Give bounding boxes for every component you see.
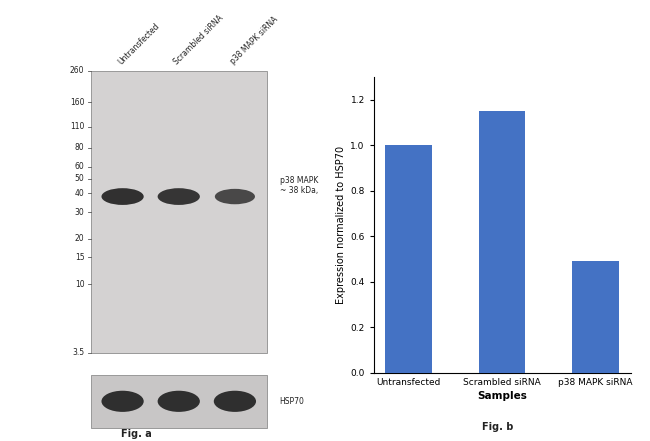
Text: 10: 10 [75,280,84,288]
Text: 20: 20 [75,234,84,243]
Text: 50: 50 [75,174,84,183]
Bar [91,375,266,428]
Ellipse shape [101,188,144,205]
Bar [479,111,525,373]
Bar [385,146,432,373]
Bar [91,71,266,353]
Text: 110: 110 [70,123,84,131]
Bar [572,261,619,373]
Text: 40: 40 [75,189,84,198]
Text: p38 MAPK siRNA: p38 MAPK siRNA [229,15,280,66]
Ellipse shape [214,391,256,412]
Text: HSP70: HSP70 [280,397,304,406]
Text: Scrambled siRNA: Scrambled siRNA [172,13,226,66]
Text: 260: 260 [70,66,84,75]
Text: Untransfected: Untransfected [116,21,161,66]
Text: 3.5: 3.5 [72,348,84,357]
Y-axis label: Expression normalized to HSP70: Expression normalized to HSP70 [336,146,346,304]
Text: Fig. b: Fig. b [482,422,513,432]
Text: 80: 80 [75,143,84,152]
Text: 15: 15 [75,253,84,262]
Ellipse shape [215,189,255,204]
Ellipse shape [158,391,200,412]
Text: 160: 160 [70,98,84,107]
Text: Fig. a: Fig. a [121,429,152,439]
Text: 30: 30 [75,208,84,217]
X-axis label: Samples: Samples [477,391,527,401]
Text: p38 MAPK
~ 38 kDa,: p38 MAPK ~ 38 kDa, [280,176,318,195]
Ellipse shape [158,188,200,205]
Ellipse shape [101,391,144,412]
Text: 60: 60 [75,162,84,171]
